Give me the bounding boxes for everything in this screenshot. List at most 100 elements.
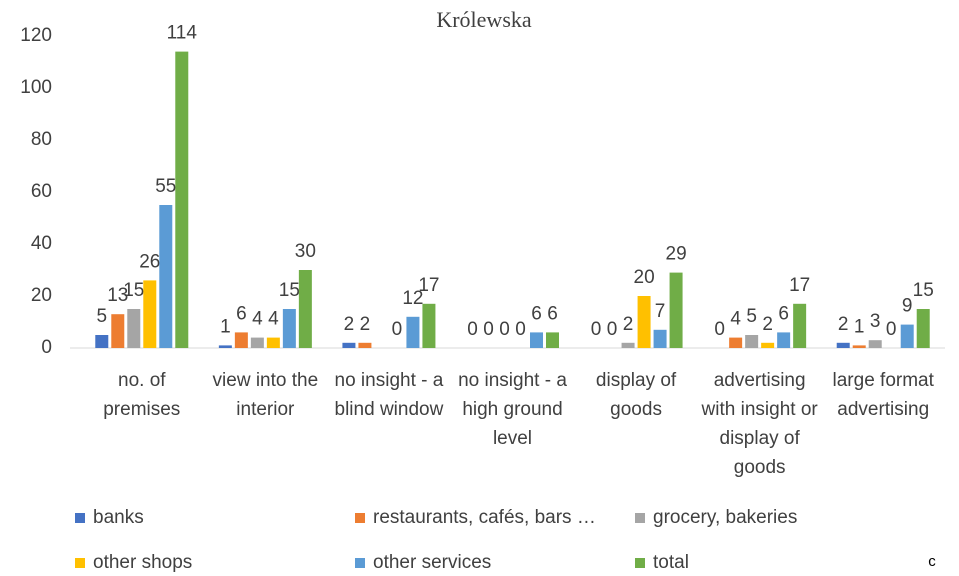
legend-swatch bbox=[635, 513, 645, 523]
data-label: 0 bbox=[607, 319, 618, 340]
data-label: 12 bbox=[402, 288, 423, 309]
legend-label: total bbox=[653, 552, 689, 573]
bar bbox=[669, 272, 683, 348]
data-label: 55 bbox=[155, 176, 176, 197]
data-label: 17 bbox=[789, 275, 810, 296]
legend-label: other shops bbox=[93, 552, 192, 573]
data-label: 0 bbox=[467, 319, 478, 340]
data-label: 0 bbox=[515, 319, 526, 340]
x-tick-label: no. of premises bbox=[103, 370, 181, 420]
data-label: 2 bbox=[360, 314, 371, 335]
bar bbox=[530, 332, 543, 348]
data-label: 6 bbox=[778, 303, 789, 324]
bar bbox=[546, 332, 559, 348]
x-tick-label: advertising with insight or display of g… bbox=[701, 370, 818, 478]
bar bbox=[621, 342, 635, 348]
data-label: 0 bbox=[714, 319, 725, 340]
legend-label: restaurants, cafés, bars … bbox=[373, 507, 596, 528]
legend-swatch bbox=[75, 513, 85, 523]
data-label: 114 bbox=[167, 23, 198, 44]
bar bbox=[745, 335, 759, 348]
bar bbox=[358, 342, 372, 348]
bar bbox=[406, 316, 420, 348]
data-label: 15 bbox=[913, 280, 934, 301]
data-label: 4 bbox=[252, 309, 263, 330]
legend-label: grocery, bakeries bbox=[653, 507, 797, 528]
data-label: 1 bbox=[854, 316, 865, 337]
data-label: 5 bbox=[746, 306, 757, 327]
data-label: 0 bbox=[591, 319, 602, 340]
legend-label: other services bbox=[373, 552, 491, 573]
y-tick-label: 80 bbox=[31, 129, 52, 150]
bar bbox=[298, 270, 312, 348]
data-label: 6 bbox=[236, 303, 247, 324]
bar bbox=[900, 324, 914, 348]
y-tick-label: 100 bbox=[20, 77, 52, 98]
bar bbox=[250, 337, 264, 348]
bar bbox=[729, 337, 743, 348]
annotation: c bbox=[928, 553, 936, 570]
bar bbox=[836, 342, 850, 348]
bar bbox=[653, 329, 667, 348]
data-label: 15 bbox=[123, 280, 144, 301]
x-tick-label: no insight - a blind window bbox=[334, 370, 444, 420]
bar bbox=[793, 303, 807, 348]
bar bbox=[127, 309, 141, 348]
legend-swatch bbox=[75, 558, 85, 568]
bar bbox=[175, 51, 189, 348]
bar bbox=[761, 342, 775, 348]
data-label: 0 bbox=[483, 319, 494, 340]
data-label: 4 bbox=[268, 309, 279, 330]
bar bbox=[234, 332, 248, 348]
data-label: 30 bbox=[295, 241, 316, 262]
data-label: 5 bbox=[96, 306, 107, 327]
data-label: 0 bbox=[392, 319, 403, 340]
bar bbox=[637, 296, 651, 348]
x-tick-label: no insight - a high ground level bbox=[458, 370, 567, 449]
data-label: 7 bbox=[655, 301, 666, 322]
data-label: 4 bbox=[730, 309, 741, 330]
bar bbox=[143, 280, 157, 348]
legend-swatch bbox=[355, 513, 365, 523]
y-tick-label: 20 bbox=[31, 285, 52, 306]
data-label: 1 bbox=[220, 316, 231, 337]
bar bbox=[282, 309, 296, 348]
legend-swatch bbox=[355, 558, 365, 568]
bar bbox=[422, 303, 436, 348]
x-tick-label: display of goods bbox=[595, 370, 677, 420]
bar bbox=[868, 340, 882, 348]
data-label: 9 bbox=[902, 296, 913, 317]
bar bbox=[852, 345, 866, 348]
x-tick-label: view into the interior bbox=[212, 370, 319, 420]
data-label: 2 bbox=[344, 314, 355, 335]
data-label: 20 bbox=[634, 267, 655, 288]
data-label: 15 bbox=[279, 280, 300, 301]
data-label: 3 bbox=[870, 311, 881, 332]
bar bbox=[111, 314, 125, 348]
data-label: 2 bbox=[623, 314, 634, 335]
data-label: 2 bbox=[838, 314, 849, 335]
data-label: 0 bbox=[886, 319, 897, 340]
x-tick-label: large format advertising bbox=[832, 370, 934, 420]
y-tick-label: 60 bbox=[31, 181, 52, 202]
y-tick-label: 120 bbox=[20, 25, 52, 46]
bar bbox=[916, 309, 930, 348]
data-label: 6 bbox=[547, 303, 558, 324]
bar bbox=[95, 335, 109, 348]
data-label: 6 bbox=[531, 303, 542, 324]
legend-swatch bbox=[635, 558, 645, 568]
y-tick-label: 0 bbox=[41, 337, 52, 358]
bar bbox=[159, 205, 173, 348]
bar bbox=[218, 345, 232, 348]
y-tick-label: 40 bbox=[31, 233, 52, 254]
data-label: 2 bbox=[762, 314, 773, 335]
chart-title: Królewska bbox=[436, 7, 532, 32]
legend-label: banks bbox=[93, 507, 144, 528]
data-label: 13 bbox=[107, 285, 128, 306]
bar bbox=[266, 337, 280, 348]
data-label: 26 bbox=[139, 251, 160, 272]
data-label: 0 bbox=[499, 319, 510, 340]
data-label: 29 bbox=[666, 244, 687, 265]
